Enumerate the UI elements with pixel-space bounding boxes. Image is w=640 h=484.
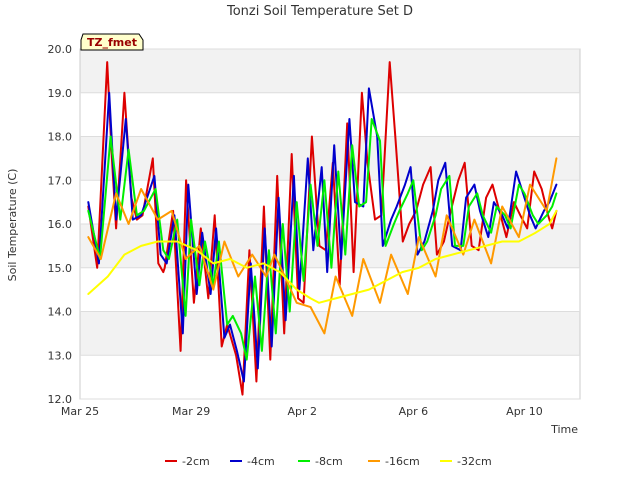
y-tick-label: 13.0 xyxy=(48,349,73,362)
series-line-8cmcm xyxy=(87,118,558,361)
annotation-label: TZ_fmet xyxy=(87,36,137,49)
grid xyxy=(80,48,580,400)
x-axis: Mar 25 Mar 29 Apr 2 Apr 6 Apr 10 xyxy=(61,405,543,418)
plot-background xyxy=(80,49,580,356)
y-tick-label: 19.0 xyxy=(48,87,73,100)
y-axis: 12.0 13.0 14.0 15.0 16.0 17.0 18.0 19.0 20.0 xyxy=(48,43,73,406)
series-line-32cmcm xyxy=(87,209,558,304)
y-tick-label: 18.0 xyxy=(48,131,73,144)
y-tick-label: 15.0 xyxy=(48,262,73,275)
plot-band xyxy=(80,311,580,356)
legend-label: -4cm xyxy=(247,455,275,468)
legend-label: -32cm xyxy=(457,455,492,468)
y-axis-label: Soil Temperature (C) xyxy=(6,169,19,282)
y-tick-label: 17.0 xyxy=(48,174,73,187)
annotation-box: TZ_fmet xyxy=(80,33,144,51)
x-tick-label: Apr 2 xyxy=(287,405,317,418)
annotation-frame xyxy=(80,33,144,51)
legend: -2cm -4cm -8cm -16cm -32cm xyxy=(165,455,492,468)
y-tick-label: 14.0 xyxy=(48,306,73,319)
chart-title: Tonzi Soil Temperature Set D xyxy=(226,4,413,19)
x-tick-label: Mar 29 xyxy=(172,405,210,418)
y-tick-label: 16.0 xyxy=(48,218,73,231)
x-tick-label: Apr 6 xyxy=(399,405,429,418)
series-line-2cmcm xyxy=(87,61,558,396)
x-axis-label: Time xyxy=(550,423,578,436)
y-tick-label: 20.0 xyxy=(48,43,73,56)
plot-band xyxy=(80,136,580,181)
legend-label: -8cm xyxy=(315,455,343,468)
y-tick-label: 12.0 xyxy=(48,393,73,406)
legend-label: -16cm xyxy=(385,455,420,468)
plot-band xyxy=(80,49,580,93)
series-lines xyxy=(87,61,558,396)
legend-label: -2cm xyxy=(182,455,210,468)
series-line-4cmcm xyxy=(87,87,558,383)
series-line-16cmcm xyxy=(87,157,558,335)
x-tick-label: Apr 10 xyxy=(506,405,543,418)
x-tick-label: Mar 25 xyxy=(61,405,99,418)
